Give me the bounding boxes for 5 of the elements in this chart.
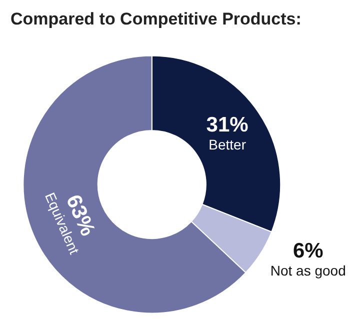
slice-label: Not as good: [270, 262, 346, 279]
slice-label: Better: [208, 136, 246, 153]
data-label: 6%: [292, 239, 324, 262]
data-label: 31%: [206, 114, 249, 137]
chart-title: Compared to Competitive Products:: [10, 10, 302, 29]
